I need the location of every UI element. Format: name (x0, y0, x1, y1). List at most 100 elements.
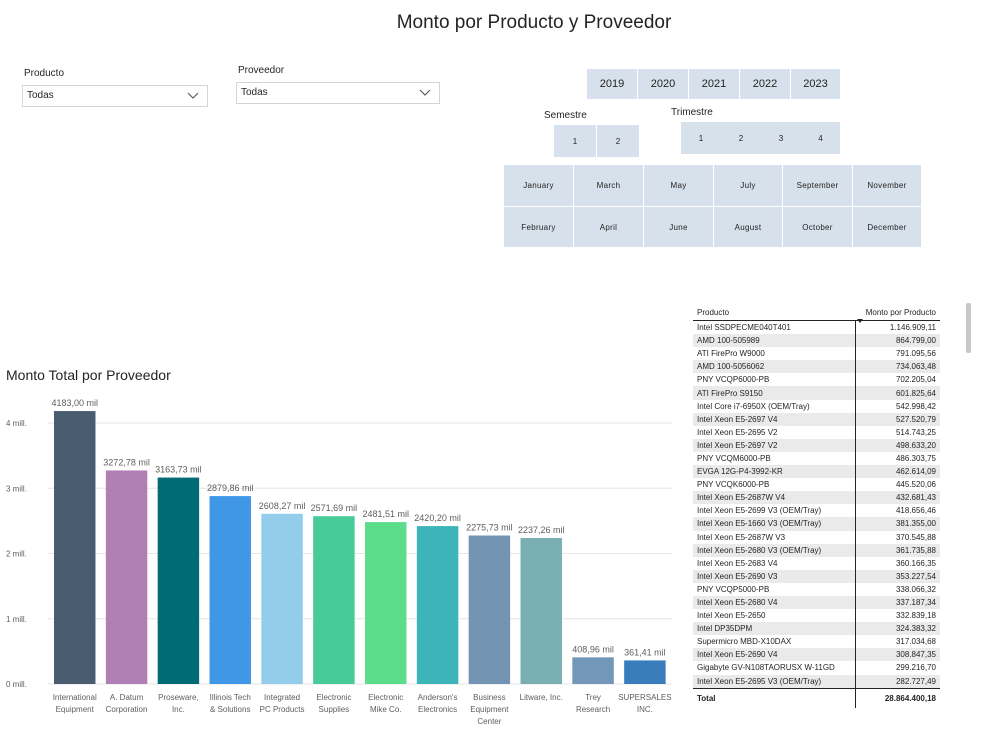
table-cell-producto: Intel Xeon E5-2695 V3 (OEM/Tray) (697, 676, 822, 686)
table-row[interactable]: Intel Xeon E5-2683 V4 360.166,35 (693, 556, 940, 570)
table-cell-producto: Intel Xeon E5-2697 V4 (697, 414, 778, 424)
table-cell-producto: Intel Xeon E5-2650 (697, 611, 766, 621)
semestre-tile-1[interactable]: 1 (554, 125, 596, 157)
table-row[interactable]: PNY VCQP5000-PB 338.066,32 (693, 582, 940, 596)
bar[interactable] (157, 477, 200, 684)
semestre-label: Semestre (544, 110, 587, 121)
table-row[interactable]: Intel Core i7-6950X (OEM/Tray) 542.998,42 (693, 399, 940, 413)
bar[interactable] (365, 522, 407, 684)
table-cell-producto: ATI FirePro W9000 (697, 349, 765, 359)
bar[interactable] (624, 660, 666, 684)
bar[interactable] (520, 538, 562, 684)
table-row[interactable]: Intel Xeon E5-1660 V3 (OEM/Tray) 381.355,… (693, 517, 940, 531)
table-row[interactable]: Intel Xeon E5-2650 332.839,18 (693, 609, 940, 623)
table-row[interactable]: PNY VCQP6000-PB 702.205,04 (693, 373, 940, 387)
table-row[interactable]: Intel Xeon E5-2687W V3 370.545,88 (693, 530, 940, 544)
table-cell-monto: 486.303,75 (855, 451, 940, 466)
month-tile-may[interactable]: May (644, 165, 713, 206)
table-row[interactable]: Intel Xeon E5-2680 V4 337.187,34 (693, 595, 940, 610)
semestre-tile-2[interactable]: 2 (597, 125, 639, 157)
table-scrollbar[interactable] (966, 303, 971, 353)
month-tile-april[interactable]: April (574, 207, 643, 247)
bar[interactable] (468, 535, 511, 684)
proveedor-slicer-label: Proveedor (238, 65, 285, 76)
x-category-label: Electronic Supplies (316, 693, 351, 714)
table-cell-producto: PNY VCQP5000-PB (697, 584, 770, 594)
table-row[interactable]: Supermicro MBD-X10DAX 317.034,68 (693, 635, 940, 649)
bar[interactable] (105, 470, 148, 684)
y-tick-label: 4 mill. (6, 419, 27, 428)
table-cell-monto: 734.063,48 (855, 360, 940, 374)
year-tile-2022[interactable]: 2022 (740, 69, 790, 99)
table-row[interactable]: Gigabyte GV-N108TAORUSX W-11GD 299.216,70 (693, 661, 940, 675)
producto-dropdown[interactable]: Todas (22, 85, 208, 107)
table-row[interactable]: Intel DP35DPM 324.383,32 (693, 622, 940, 636)
year-tile-2023[interactable]: 2023 (791, 69, 840, 99)
data-label: 3272,78 mil (103, 457, 150, 467)
table-row[interactable]: Intel Xeon E5-2690 V4 308.847,35 (693, 648, 940, 662)
table-cell-producto: Intel Xeon E5-2687W V4 (697, 493, 786, 503)
month-tile-june[interactable]: June (644, 207, 713, 247)
table-row[interactable]: Intel SSDPECME040T401 1.146.909,11 (693, 321, 940, 335)
year-tile-2020[interactable]: 2020 (638, 69, 688, 99)
column-header-producto[interactable]: Producto (697, 308, 730, 317)
table-row[interactable]: Intel Xeon E5-2697 V4 527.520,79 (693, 412, 940, 426)
bar[interactable] (416, 526, 459, 684)
table-cell-producto: EVGA 12G-P4-3992-KR (697, 467, 783, 477)
bar[interactable] (209, 496, 251, 684)
trimestre-tile-2[interactable]: 2 (721, 122, 761, 154)
table-row[interactable]: Intel Xeon E5-2687W V4 432.681,43 (693, 491, 940, 505)
month-tile-august[interactable]: August (714, 207, 782, 247)
month-tile-february[interactable]: February (504, 207, 573, 247)
table-row[interactable]: ATI FirePro W9000 791.095,56 (693, 347, 940, 361)
table-row[interactable]: Intel Xeon E5-2699 V3 (OEM/Tray) 418.656,… (693, 504, 940, 518)
data-label: 2608,27 mil (259, 501, 306, 511)
table-header: Producto Monto por Producto (693, 300, 940, 323)
x-category-label: Litware, Inc. (520, 693, 563, 702)
producto-dropdown-value: Todas (27, 90, 54, 101)
data-label: 2481,51 mil (362, 509, 409, 519)
table-cell-producto: AMD 100-505989 (697, 336, 760, 346)
month-tile-september[interactable]: September (783, 165, 852, 206)
data-label: 2237,26 mil (518, 525, 565, 535)
bar[interactable] (313, 516, 355, 684)
table-row[interactable]: Intel Xeon E5-2695 V2 514.743,25 (693, 425, 940, 439)
table-cell-monto: 353.227,54 (855, 569, 940, 583)
month-tile-october[interactable]: October (783, 207, 852, 247)
table-cell-monto: 542.998,42 (855, 399, 940, 413)
year-tile-2019[interactable]: 2019 (587, 69, 637, 99)
table-row[interactable]: PNY VCQM6000-PB 486.303,75 (693, 451, 940, 466)
table-cell-monto: 418.656,46 (855, 504, 940, 518)
table-row[interactable]: Intel Xeon E5-2690 V3 353.227,54 (693, 569, 940, 583)
month-tile-july[interactable]: July (714, 165, 782, 206)
table-cell-monto: 445.520,06 (855, 478, 940, 492)
month-tile-january[interactable]: January (504, 165, 573, 206)
month-tile-march[interactable]: March (574, 165, 643, 206)
month-tile-november[interactable]: November (853, 165, 921, 206)
proveedor-dropdown[interactable]: Todas (236, 82, 440, 104)
table-row[interactable]: AMD 100-5056062 734.063,48 (693, 360, 940, 374)
table-cell-monto: 332.839,18 (855, 609, 940, 623)
column-header-monto[interactable]: Monto por Producto (855, 308, 940, 323)
month-tile-december[interactable]: December (853, 207, 921, 247)
bar[interactable] (261, 513, 303, 684)
table-cell-producto: Intel SSDPECME040T401 (697, 323, 791, 333)
table-row[interactable]: PNY VCQK6000-PB 445.520,06 (693, 478, 940, 492)
table-row[interactable]: AMD 100-505989 864.799,00 (693, 334, 940, 348)
table-row[interactable]: Intel Xeon E5-2697 V2 498.633,20 (693, 438, 940, 452)
year-tile-2021[interactable]: 2021 (689, 69, 739, 99)
chevron-down-icon (187, 92, 199, 99)
table-cell-producto: Supermicro MBD-X10DAX (697, 637, 792, 647)
x-category-label: Integrated PC Products (260, 693, 305, 714)
table-cell-monto: 601.825,64 (855, 386, 940, 400)
table-row[interactable]: Intel Xeon E5-2680 V3 (OEM/Tray) 361.735,… (693, 543, 940, 557)
trimestre-tile-1[interactable]: 1 (681, 122, 721, 154)
table-row[interactable]: Intel Xeon E5-2695 V3 (OEM/Tray) 282.727,… (693, 674, 940, 688)
x-category-label: SUPERSALES INC. (618, 693, 671, 714)
table-row[interactable]: ATI FirePro S9150 601.825,64 (693, 386, 940, 400)
bar[interactable] (572, 657, 614, 684)
trimestre-tile-3[interactable]: 3 (761, 122, 801, 154)
table-row[interactable]: EVGA 12G-P4-3992-KR 462.614,09 (693, 465, 940, 479)
trimestre-tile-4[interactable]: 4 (801, 122, 840, 154)
bar[interactable] (54, 411, 96, 684)
